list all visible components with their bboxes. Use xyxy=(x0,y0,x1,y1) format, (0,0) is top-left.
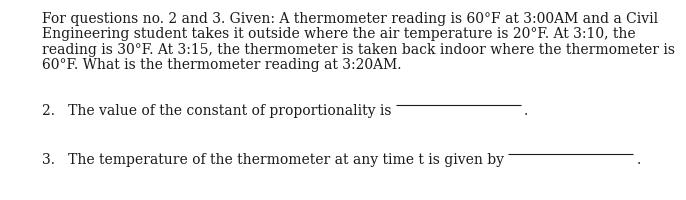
Text: 2.   The value of the constant of proportionality is: 2. The value of the constant of proporti… xyxy=(42,103,396,117)
Text: .: . xyxy=(637,152,641,166)
Text: reading is 30°F. At 3:15, the thermometer is taken back indoor where the thermom: reading is 30°F. At 3:15, the thermomete… xyxy=(42,43,675,57)
Text: 60°F. What is the thermometer reading at 3:20AM.: 60°F. What is the thermometer reading at… xyxy=(42,58,401,72)
Text: Engineering student takes it outside where the air temperature is 20°F. At 3:10,: Engineering student takes it outside whe… xyxy=(42,27,636,41)
Text: 3.   The temperature of the thermometer at any time t is given by: 3. The temperature of the thermometer at… xyxy=(42,152,508,166)
Text: .: . xyxy=(524,103,528,117)
Text: For questions no. 2 and 3. Given: A thermometer reading is 60°F at 3:00AM and a : For questions no. 2 and 3. Given: A ther… xyxy=(42,12,658,26)
